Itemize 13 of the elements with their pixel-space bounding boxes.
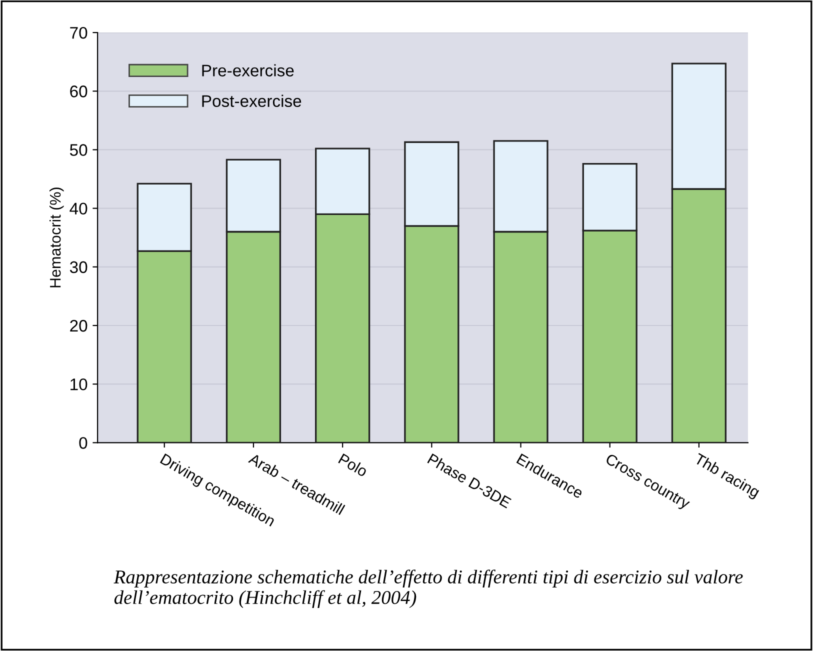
y-tick-label: 30 <box>70 261 88 274</box>
y-tick-label: 10 <box>70 378 88 390</box>
legend-label: Pre-exercise <box>202 64 294 76</box>
text: Rappresentazione schematiche dell’effetto di differenti tipi di esercizio sul valore dell’ematocrito (Hinchcliff et al, 2004) <box>114 570 743 608</box>
y-tick-label: 40 <box>70 202 88 215</box>
y-tick-label: 20 <box>70 320 88 332</box>
legend-label: Post-exercise <box>202 94 302 107</box>
x-tick-label: Polo <box>338 453 368 478</box>
y-axis-title: Hematocrit (%) <box>50 188 64 288</box>
y-tick-label: 0 <box>79 437 88 449</box>
y-tick-label: 70 <box>70 26 88 39</box>
y-tick-label: 60 <box>70 86 88 98</box>
y-tick-label: 50 <box>70 144 88 156</box>
